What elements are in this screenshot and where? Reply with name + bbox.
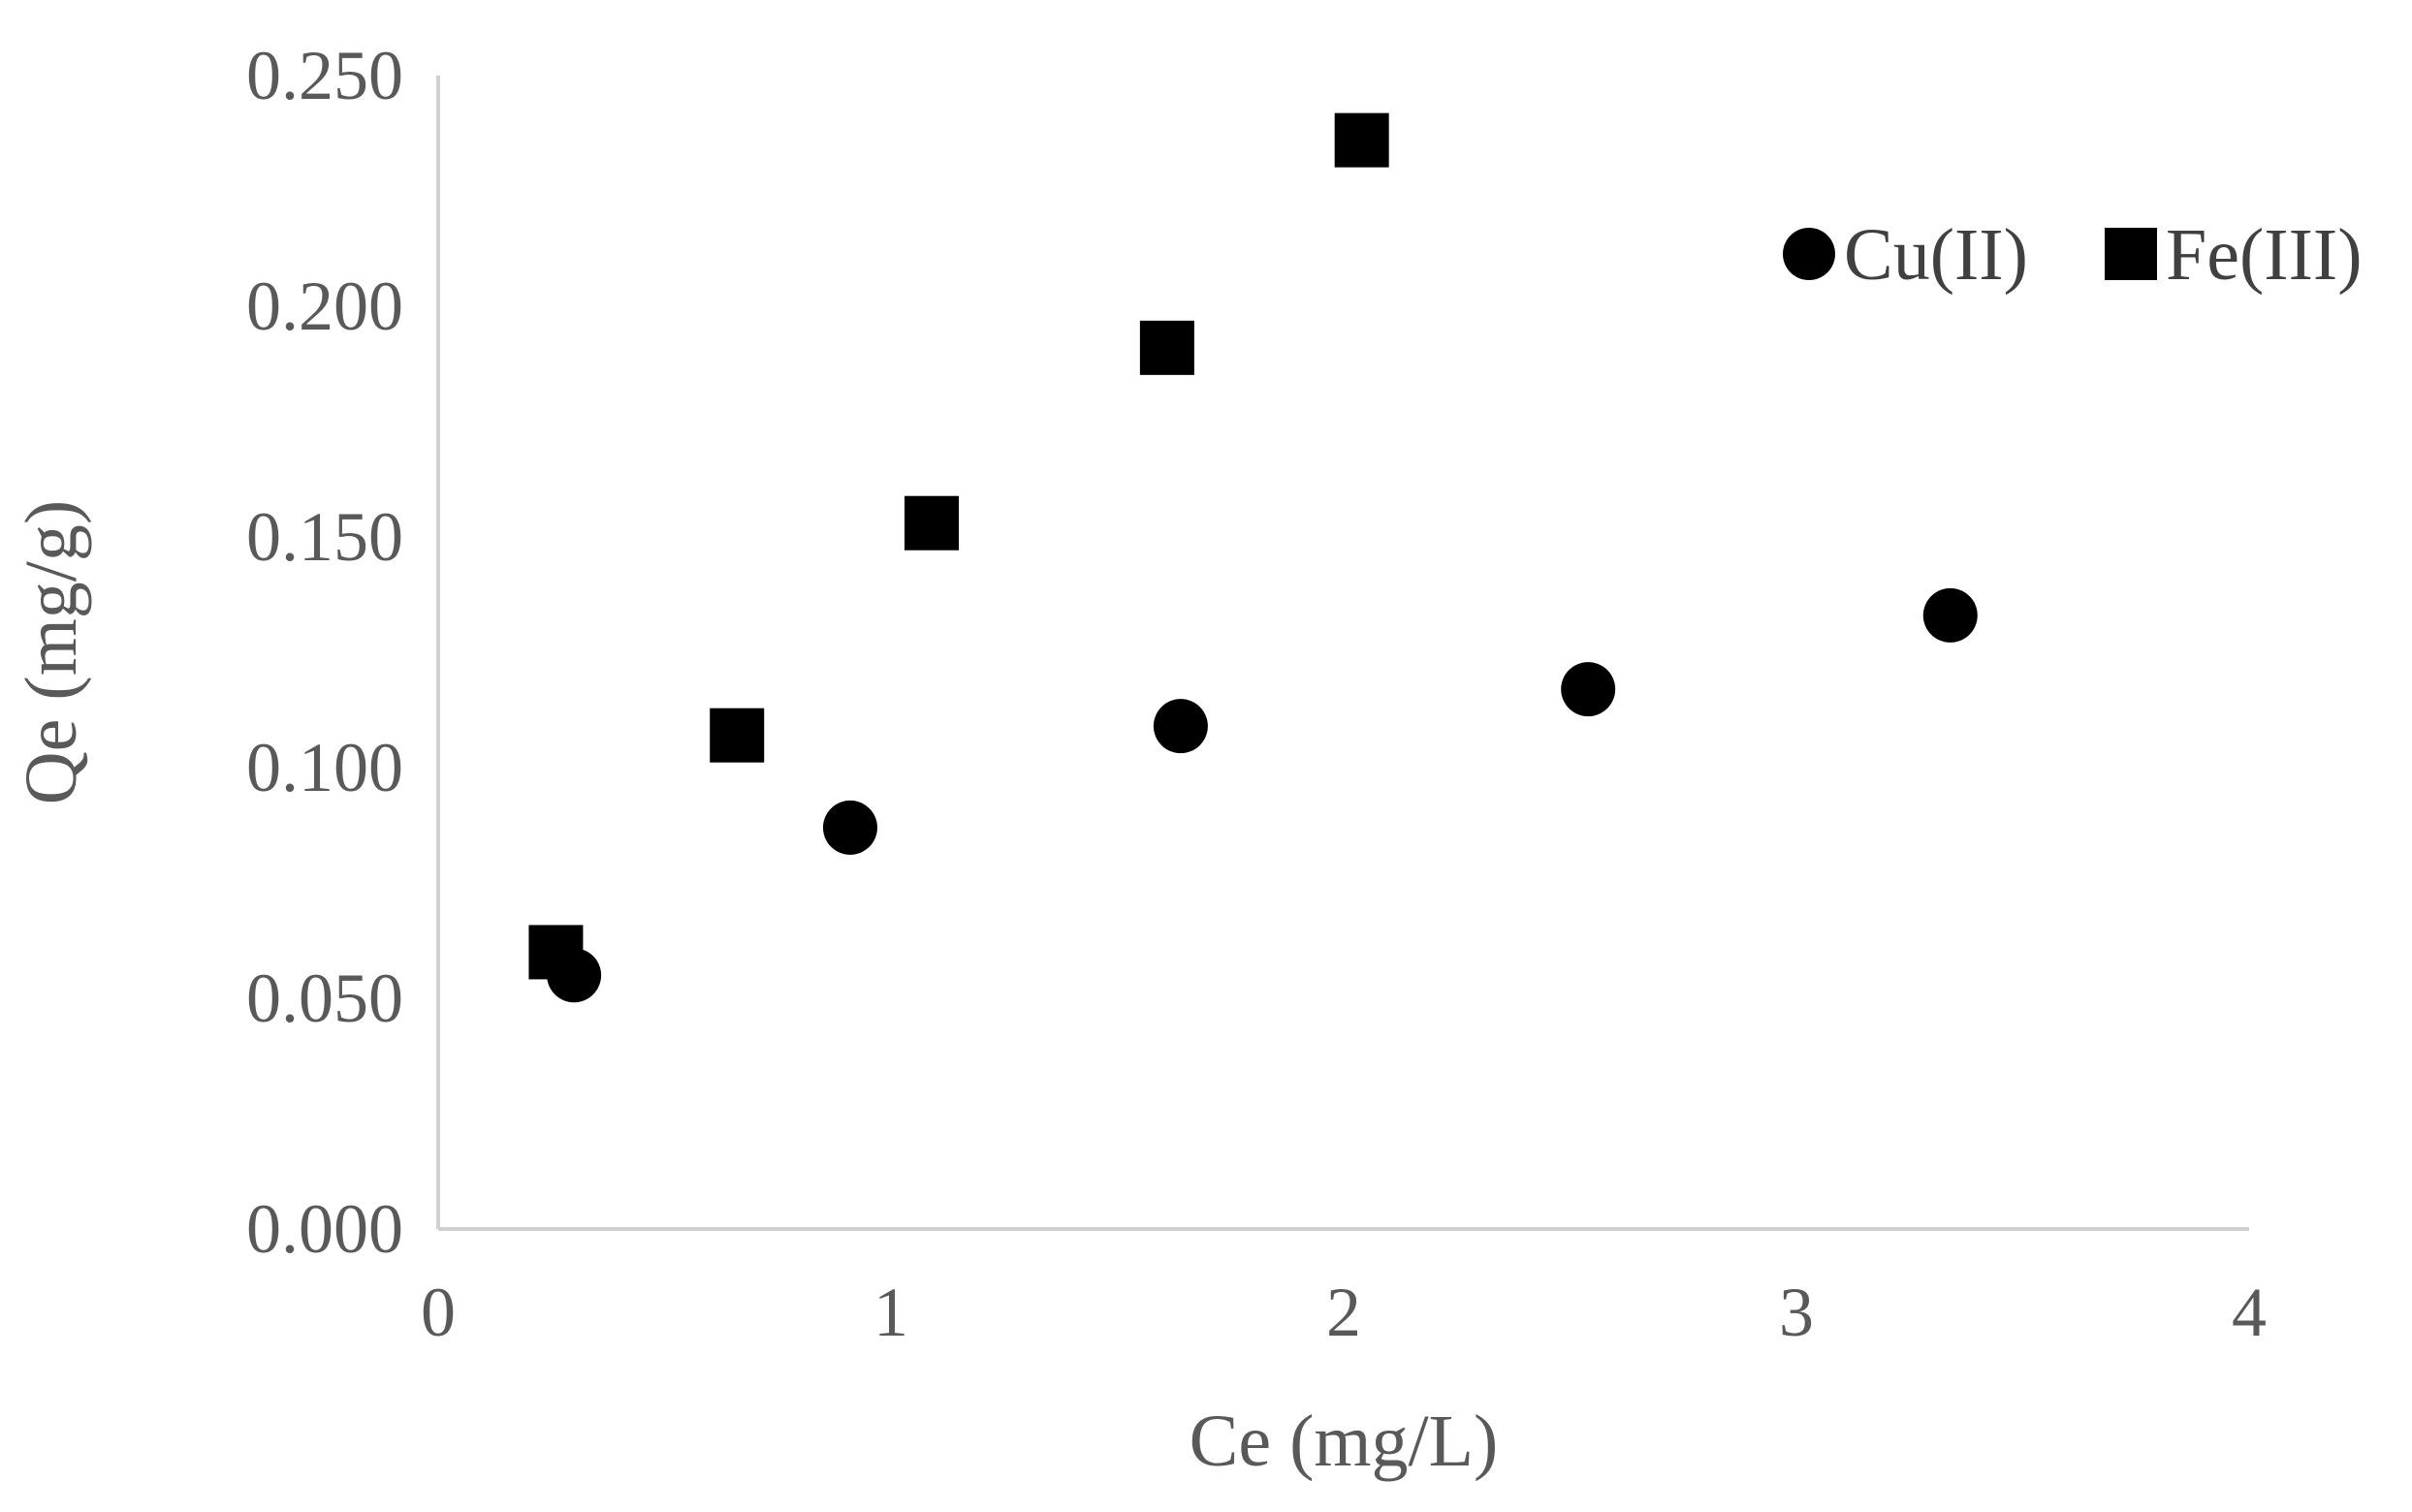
data-points bbox=[528, 112, 1978, 1003]
data-point-circle bbox=[1153, 699, 1208, 754]
x-tick-label: 3 bbox=[1779, 1274, 1814, 1351]
axes bbox=[436, 76, 2249, 1231]
series-0 bbox=[547, 587, 1978, 1003]
series-1 bbox=[528, 112, 1389, 980]
legend-marker-circle bbox=[1783, 228, 1835, 280]
x-tick-label: 2 bbox=[1326, 1274, 1361, 1351]
y-tick-label: 0.200 bbox=[246, 268, 403, 345]
y-tick-label: 0.250 bbox=[246, 37, 403, 114]
x-tick-label: 1 bbox=[873, 1274, 908, 1351]
data-point-circle bbox=[1922, 587, 1978, 643]
data-point-circle bbox=[1561, 662, 1616, 717]
data-point-square bbox=[1334, 112, 1389, 168]
x-tick-label: 0 bbox=[421, 1274, 456, 1351]
legend-label: Fe(III) bbox=[2166, 214, 2363, 296]
data-point-square bbox=[710, 708, 765, 763]
axis-titles: Ce (mg/L) Qe (mg/g) bbox=[11, 500, 1498, 1482]
x-axis-title: Ce (mg/L) bbox=[1190, 1401, 1499, 1482]
y-tick-label: 0.050 bbox=[246, 960, 403, 1037]
legend: Cu(II) Fe(III) bbox=[1783, 214, 2363, 296]
y-axis-title: Qe (mg/g) bbox=[11, 500, 92, 804]
data-point-square bbox=[904, 495, 960, 551]
x-tick-label: 4 bbox=[2232, 1274, 2267, 1351]
legend-label: Cu(II) bbox=[1844, 214, 2028, 296]
data-point-square bbox=[1139, 320, 1194, 375]
data-point-circle bbox=[822, 800, 877, 855]
y-tick-label: 0.150 bbox=[246, 498, 403, 576]
tick-labels: 0.000 0.050 0.100 0.150 0.200 0.250 0 1 2 3 4 bbox=[246, 37, 2267, 1351]
y-tick-label: 0.100 bbox=[246, 729, 403, 806]
y-tick-label: 0.000 bbox=[246, 1190, 403, 1268]
data-point-square bbox=[528, 925, 584, 980]
legend-marker-square bbox=[2105, 228, 2157, 280]
